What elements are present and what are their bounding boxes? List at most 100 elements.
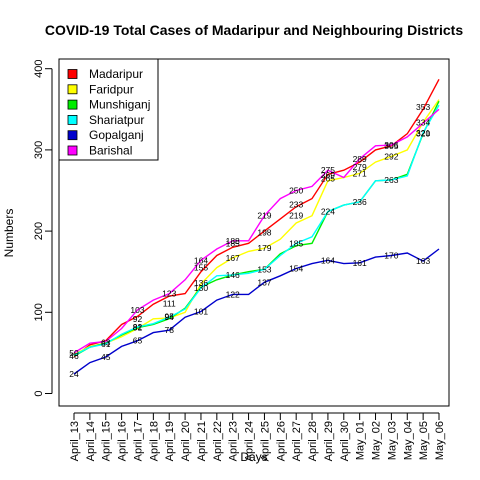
x-tick-label: May_01 [355,421,367,460]
x-tick-label: May_02 [371,421,383,460]
data-label: 154 [289,263,303,273]
data-label: 45 [101,352,111,362]
annotation-layer: 5046246361451039282816512311195947816415… [69,102,430,379]
legend-label-shariatpur: Shariatpur [89,113,144,127]
x-tick-label: April_24 [244,421,256,461]
y-tick-label: 400 [33,60,45,78]
series-layer [73,78,440,375]
data-label: 236 [353,197,367,207]
y-tick-label: 100 [33,303,45,321]
data-label: 163 [416,256,430,266]
x-tick-label: May_06 [434,421,446,460]
x-tick-label: May_03 [386,421,398,460]
data-label: 271 [353,168,367,178]
data-label: 170 [384,250,398,260]
y-tick-label: 200 [33,222,45,240]
data-label: 111 [163,298,176,308]
data-label: 92 [133,314,143,324]
data-label: 198 [257,228,271,238]
x-tick-label: April_15 [101,421,113,461]
legend-swatch-madaripur [67,69,78,79]
x-tick-label: April_17 [132,421,144,461]
data-label: 164 [321,255,335,265]
data-label: 224 [321,207,335,217]
data-label: 289 [353,154,367,164]
series-line-shariatpur [73,104,440,356]
data-label: 167 [226,253,240,263]
legend-label-munshiganj: Munshiganj [89,98,150,112]
data-label: 78 [164,325,174,335]
data-label: 81 [133,323,143,333]
legend-label-faridpur: Faridpur [89,82,134,96]
x-tick-label: April_27 [291,421,303,461]
data-label: 94 [164,312,174,322]
data-label: 185 [226,238,240,248]
x-tick-label: April_18 [148,421,160,461]
data-label: 306 [384,140,398,150]
data-label: 24 [69,369,79,379]
x-tick-label: April_22 [212,421,224,461]
data-label: 123 [162,289,176,299]
legend-swatch-munshiganj [67,99,78,110]
data-label: 164 [194,255,208,265]
x-tick-label: April_20 [180,421,192,461]
data-label: 185 [289,238,303,248]
legend-swatch-shariatpur [67,115,78,125]
legend-swatch-gopalganj [67,130,78,141]
x-tick-label: April_23 [228,421,240,461]
x-tick-label: April_28 [307,421,319,461]
data-label: 279 [353,162,367,172]
x-tick-label: May_04 [402,421,414,460]
data-label: 305 [384,141,398,151]
chart-title: COVID-19 Total Cases of Madaripur and Ne… [45,22,463,38]
data-label: 82 [133,322,143,332]
data-label: 50 [69,348,79,358]
plot-frame [58,58,450,407]
data-label: 233 [289,199,303,209]
legend-label-madaripur: Madaripur [89,67,143,81]
data-label: 61 [101,339,111,349]
x-tick-label: April_25 [259,421,271,461]
data-label: 155 [194,263,208,273]
x-tick-label: April_26 [275,421,287,461]
data-label: 265 [321,173,335,183]
x-tick-label: April_30 [339,421,351,461]
data-label: 122 [226,289,240,299]
data-label: 219 [289,211,303,221]
x-axis: April_13 April_14 April_15 April_16 April_17… [69,412,446,461]
legend-label-gopalganj: Gopalganj [89,128,144,142]
series-line-gopalganj [73,248,440,375]
data-label: 263 [384,175,398,185]
x-tick-label: April_21 [196,421,208,461]
data-label: 146 [226,270,240,280]
data-label: 334 [416,117,430,127]
data-label: 353 [416,102,430,112]
data-label: 161 [353,258,367,268]
y-tick-label: 0 [33,390,45,396]
series-line-madaripur [73,78,440,358]
y-axis-label: Numbers [2,209,16,258]
x-tick-label: April_29 [323,421,335,461]
x-tick-label: April_13 [69,421,81,461]
data-label: 269 [321,170,335,180]
data-label: 46 [69,351,79,361]
data-label: 321 [416,128,430,138]
x-tick-label: April_14 [85,421,97,461]
data-label: 136 [194,278,208,288]
data-label: 63 [101,337,111,347]
x-tick-label: April_16 [117,421,129,461]
data-label: 95 [164,311,174,321]
data-label: 320 [416,129,430,139]
data-label: 153 [257,264,271,274]
data-label: 188 [226,236,240,246]
x-axis-label: Days [240,450,267,464]
data-label: 219 [257,211,271,221]
legend-swatch-faridpur [67,84,78,95]
y-axis: 0 100 200 300 400 [33,60,53,397]
data-label: 275 [321,165,335,175]
x-tick-label: April_19 [164,421,176,461]
data-label: 130 [194,283,208,293]
data-label: 65 [133,336,143,346]
